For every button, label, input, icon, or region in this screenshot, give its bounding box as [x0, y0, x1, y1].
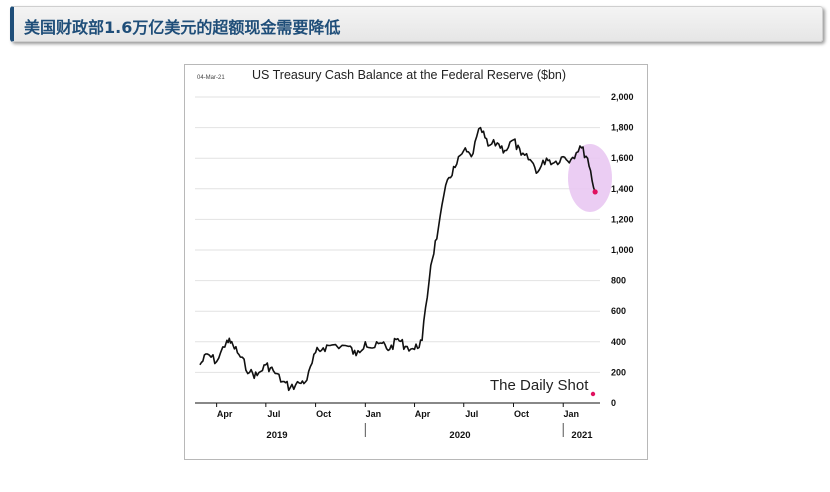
- x-tick-label: Jul: [465, 409, 478, 419]
- x-tick-label: Apr: [415, 409, 431, 419]
- watermark: The Daily Shot: [490, 377, 596, 397]
- x-tick-label: Jan: [563, 409, 579, 419]
- y-tick-label: 1,000: [611, 245, 634, 255]
- y-tick-label: 200: [611, 367, 626, 377]
- x-tick-label: Jul: [267, 409, 280, 419]
- watermark-dot: [590, 391, 596, 397]
- banner-title: 美国财政部1.6万亿美元的超额现金需要降低: [24, 18, 341, 37]
- y-tick-label: 400: [611, 337, 626, 347]
- chart-date-stamp: 04-Mar-21: [197, 75, 225, 81]
- y-tick-label: 600: [611, 306, 626, 316]
- gridlines: [195, 96, 600, 373]
- y-tick-label: 1,400: [611, 184, 634, 194]
- x-tick-label: Oct: [316, 409, 331, 419]
- x-group-label: 2019: [266, 430, 287, 441]
- cash-balance-chart: 04-Mar-21 US Treasury Cash Balance at th…: [195, 68, 634, 441]
- y-tick-label: 2,000: [611, 92, 634, 102]
- x-group-label: 2020: [449, 430, 470, 441]
- highlight-circle: [568, 144, 612, 212]
- chart-frame: 04-Mar-21 US Treasury Cash Balance at th…: [184, 64, 648, 460]
- y-tick-label: 1,200: [611, 214, 634, 224]
- x-tick-label: Jan: [366, 409, 382, 419]
- last-point-marker: [592, 189, 598, 195]
- y-tick-label: 0: [611, 398, 616, 408]
- y-axis-ticks: 0 200 400 600 800 1,000 1,200 1,400 1,600 1,800 2,…: [611, 92, 634, 408]
- header-banner: 美国财政部1.6万亿美元的超额现金需要降低: [10, 6, 823, 42]
- series-line: [199, 126, 596, 392]
- x-tick-label: Apr: [217, 409, 233, 419]
- x-group-label: 2021: [571, 430, 593, 441]
- x-axis: Apr Jul Oct Jan Apr Jul Oct Jan 2019 2020 2021: [195, 402, 600, 441]
- watermark-text: The Daily Shot: [490, 377, 589, 394]
- y-tick-label: 800: [611, 276, 626, 286]
- chart-title: US Treasury Cash Balance at the Federal …: [252, 68, 566, 82]
- y-tick-label: 1,600: [611, 153, 634, 163]
- y-tick-label: 1,800: [611, 123, 634, 133]
- x-tick-label: Oct: [514, 409, 529, 419]
